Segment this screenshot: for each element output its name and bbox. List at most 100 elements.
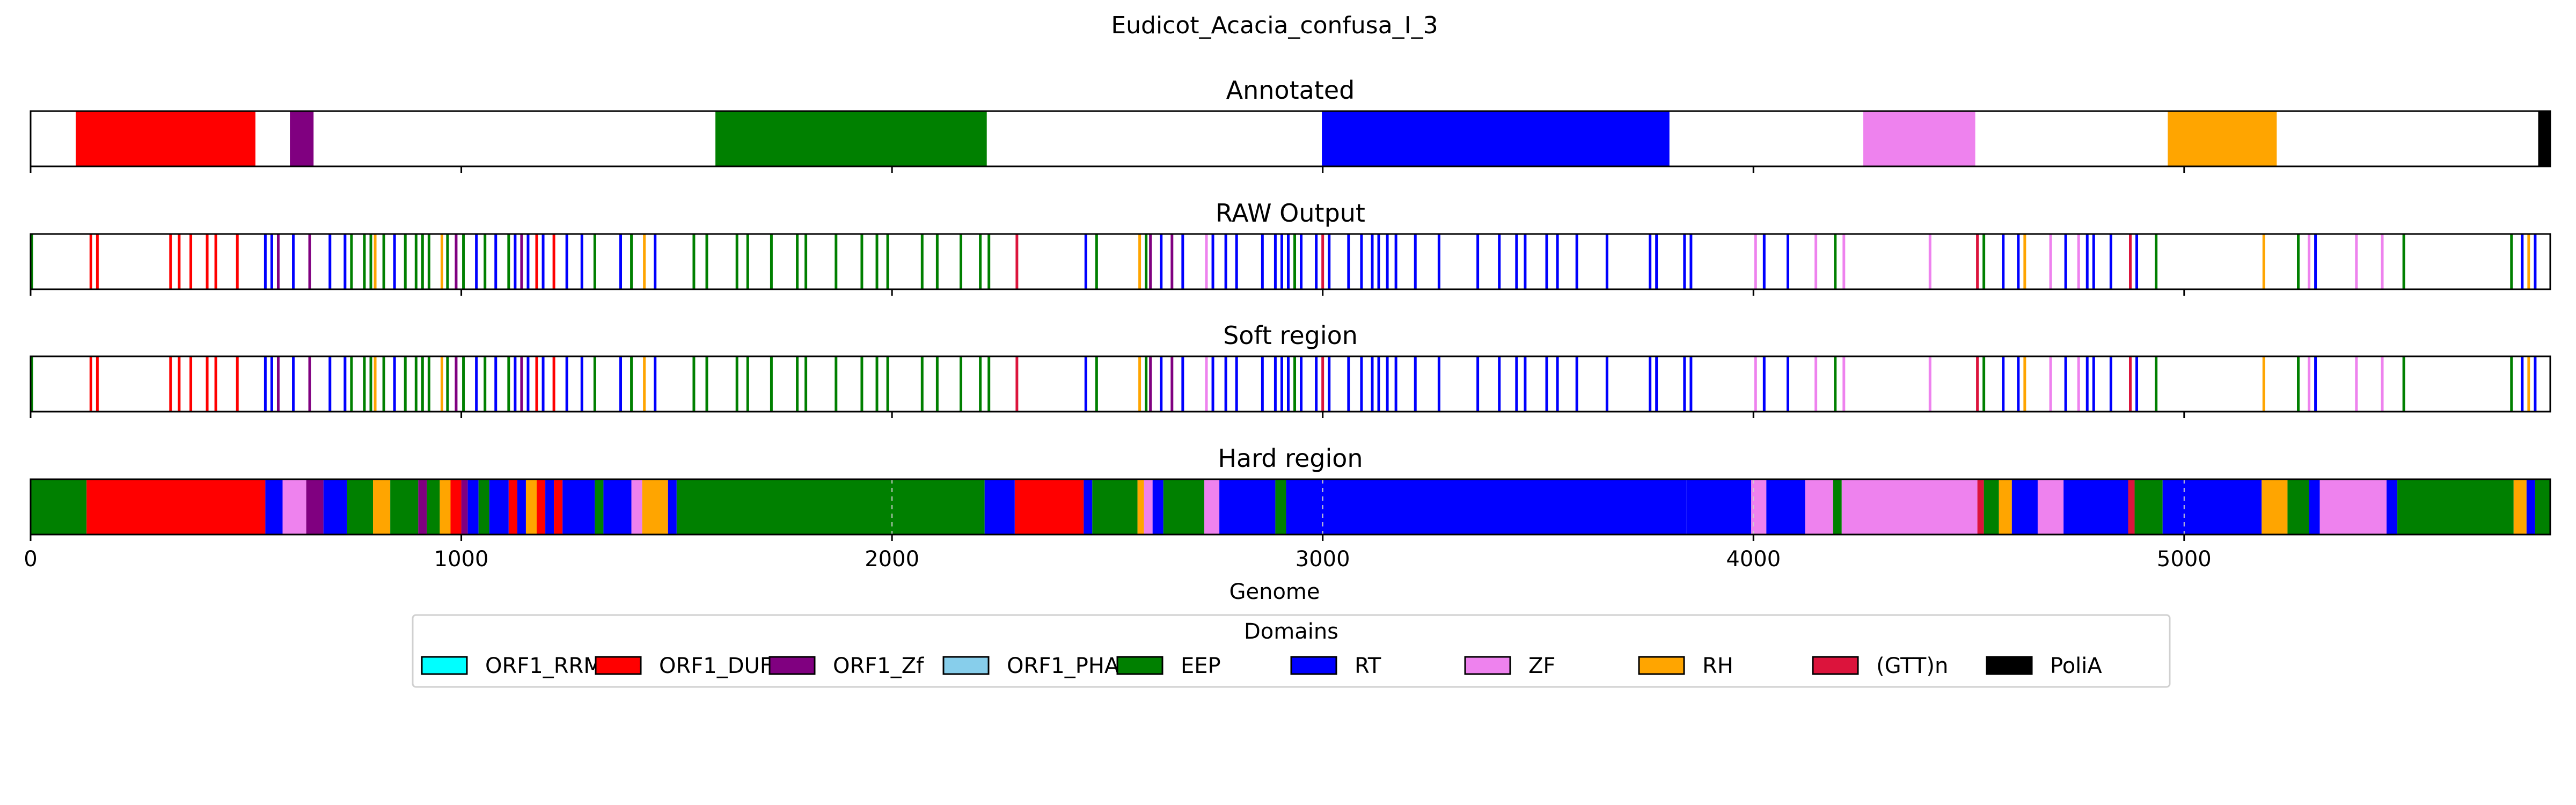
x-axis: 0 1000 2000 3000 4000 5000 [24, 547, 2211, 572]
legend-label: RH [1702, 654, 1733, 678]
segment-orf1zf [290, 111, 314, 166]
segment-orf1duf [76, 111, 255, 166]
segment-orf1duf [450, 479, 462, 535]
panel-raw-output: RAW Output [30, 199, 2551, 296]
panel-frame [30, 478, 2551, 536]
segment-rt [517, 479, 526, 535]
segment-eep [1092, 479, 1138, 535]
segment-rh [525, 479, 537, 535]
x-tick-label: 3000 [1296, 547, 1350, 572]
segment-rt [545, 479, 554, 535]
segment-eep [1275, 479, 1286, 535]
legend-item: RT [1290, 654, 1381, 678]
segment-gttn [2128, 479, 2135, 535]
segment-zf [2319, 479, 2387, 535]
segment-rt [467, 479, 479, 535]
segment-rh [642, 479, 668, 535]
segment-gttn [1977, 479, 1984, 535]
segment-rt [2309, 479, 2320, 535]
segment-eep [1163, 479, 1204, 535]
segment-orf1zf [418, 479, 427, 535]
panel-title: Soft region [1223, 321, 1358, 350]
segment-orf1duf [537, 479, 546, 535]
panel-background [31, 111, 2550, 166]
legend: Domains ORF1_RRM ORF1_DUF ORF1_Zf ORF1_PHA EE… [412, 614, 2171, 688]
segment-zf [2037, 479, 2064, 535]
x-tick-label: 2000 [865, 547, 919, 572]
segment-rt [1766, 479, 1805, 535]
segment-orf1duf [86, 479, 266, 535]
segment-zf [1144, 479, 1153, 535]
segment-rt [265, 479, 283, 535]
legend-swatch [595, 656, 642, 675]
segment-rh [2262, 479, 2288, 535]
panel-frame [30, 355, 2551, 413]
legend-label: (GTT)n [1876, 654, 1948, 678]
legend-swatch [1812, 656, 1859, 675]
legend-swatch [769, 656, 816, 675]
segment-eep [390, 479, 419, 535]
legend-label: EEP [1181, 654, 1221, 678]
legend-label: ORF1_Zf [833, 654, 924, 678]
panel-frame [30, 233, 2551, 290]
segment-eep [427, 479, 440, 535]
legend-swatch [1116, 656, 1163, 675]
segment-eep [347, 479, 374, 535]
segment-eep [595, 479, 604, 535]
legend-swatch [1464, 656, 1511, 675]
legend-label: ZF [1528, 654, 1555, 678]
segment-eep [31, 479, 87, 535]
panel-soft-region: Soft region [30, 321, 2551, 418]
legend-item: (GTT)n [1812, 654, 1948, 678]
panel-title: RAW Output [1216, 199, 1365, 228]
legend-label: ORF1_DUF [659, 654, 772, 678]
segment-zf [1204, 479, 1220, 535]
panels: Annotated RAW Output Soft region Hard regio… [30, 76, 2551, 541]
segment-zf [1805, 479, 1833, 535]
legend-label: ORF1_RRM [485, 654, 602, 678]
legend-label: PoliA [2050, 654, 2102, 678]
segment-eep [478, 479, 489, 535]
legend-frame [412, 614, 2171, 688]
segment-rh [2168, 111, 2277, 166]
segment-rh [440, 479, 451, 535]
x-tick-label: 5000 [2157, 547, 2212, 572]
x-axis-label: Genome [1229, 580, 1320, 604]
legend-item: RH [1638, 654, 1733, 678]
x-tick-label: 0 [24, 547, 37, 572]
segment-rh [1999, 479, 2012, 535]
segment-polia [2538, 111, 2550, 166]
panel-hard-region: Hard region [30, 444, 2551, 541]
segment-rt [1152, 479, 1163, 535]
x-tick-label: 1000 [434, 547, 489, 572]
segment-rt [1322, 111, 1670, 166]
segment-orf1duf [554, 479, 563, 535]
segment-eep [2287, 479, 2309, 535]
legend-label: RT [1355, 654, 1381, 678]
legend-item: ORF1_RRM [421, 654, 602, 678]
segment-eep [2134, 479, 2163, 535]
segment-orf1duf [508, 479, 517, 535]
panel-background [31, 234, 2550, 289]
x-tick-label: 4000 [1726, 547, 1781, 572]
panel-frame [30, 110, 2551, 167]
segment-rh [373, 479, 391, 535]
legend-swatch [1986, 656, 2033, 675]
segment-rt [323, 479, 347, 535]
segment-rt [1219, 479, 1276, 535]
panel-background [31, 356, 2550, 412]
segment-orf1zf [461, 479, 468, 535]
segment-rt [2526, 479, 2535, 535]
figure-title: Eudicot_Acacia_confusa_I_3 [1111, 12, 1438, 39]
segment-rt [1084, 479, 1093, 535]
segment-eep [676, 479, 985, 535]
segment-rh [1137, 479, 1144, 535]
panel-annotated: Annotated [30, 76, 2551, 173]
segment-rh [2513, 479, 2527, 535]
legend-swatch [942, 656, 990, 675]
segment-rt [603, 479, 632, 535]
legend-item: ORF1_PHA [942, 654, 1119, 678]
legend-item: EEP [1116, 654, 1221, 678]
segment-orf1zf [306, 479, 324, 535]
legend-item: ORF1_DUF [595, 654, 772, 678]
